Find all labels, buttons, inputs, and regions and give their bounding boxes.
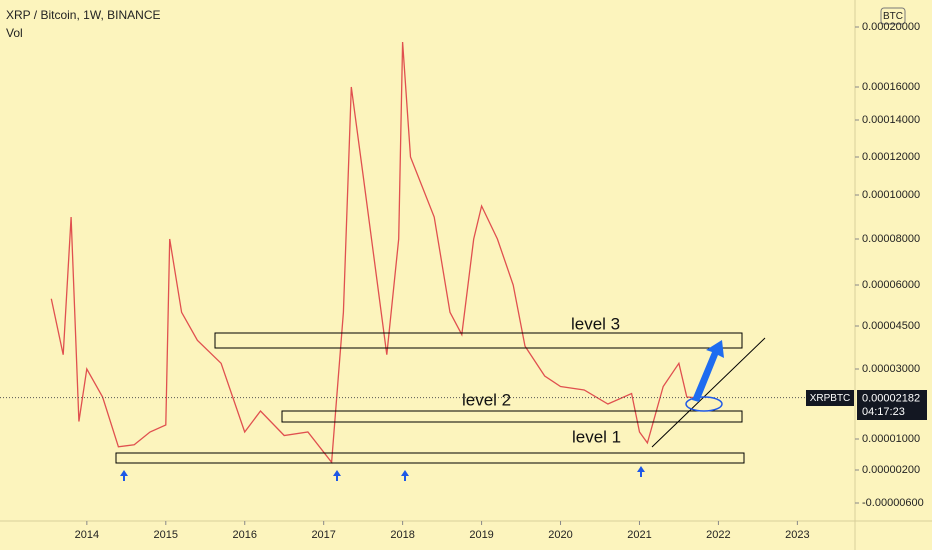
x-tick-label: 2020 <box>548 529 572 541</box>
y-tick-label: 0.00008000 <box>862 233 920 245</box>
price-tag <box>857 390 927 420</box>
subtitle: Vol <box>6 26 23 40</box>
x-tick-label: 2021 <box>627 529 651 541</box>
price-line <box>50 41 695 465</box>
plot <box>0 41 855 465</box>
up-arrow <box>333 470 341 481</box>
chart-title: XRP / Bitcoin, 1W, BINANCE <box>6 8 161 22</box>
x-tick-label: 2022 <box>706 529 730 541</box>
y-tick-label: 0.00006000 <box>862 279 920 291</box>
y-tick-label: 0.00014000 <box>862 114 920 126</box>
projection-arrow <box>692 340 724 402</box>
y-tick-label: 0.00016000 <box>862 81 920 93</box>
x-tick-label: 2019 <box>469 529 493 541</box>
level-box <box>115 452 745 464</box>
level-label: level 3 <box>571 314 620 333</box>
y-tick-label: 0.00020000 <box>862 21 920 33</box>
last-price: 0.00002182 <box>862 392 920 404</box>
y-tick-label: 0.00010000 <box>862 189 920 201</box>
trend-line <box>651 337 766 448</box>
x-tick-label: 2017 <box>311 529 335 541</box>
currency-badge[interactable] <box>880 7 906 25</box>
level-box <box>214 332 743 349</box>
markers <box>120 466 645 481</box>
y-tick-label: 0.00001000 <box>862 433 920 445</box>
x-tick-label: 2014 <box>75 529 99 541</box>
x-tick-label: 2016 <box>232 529 256 541</box>
symbol-tag <box>806 390 854 406</box>
y-tick-label: 0.00004500 <box>862 320 920 332</box>
up-arrow <box>120 470 128 481</box>
up-arrow <box>401 470 409 481</box>
level-label: level 2 <box>462 390 511 409</box>
y-tick-label: 0.00003000 <box>862 363 920 375</box>
level-box <box>281 410 743 423</box>
up-arrow <box>637 466 645 477</box>
level-label: level 1 <box>572 427 621 446</box>
symbol-label: XRPBTC <box>810 393 851 404</box>
x-tick-label: 2015 <box>154 529 178 541</box>
x-tick-label: 2018 <box>390 529 414 541</box>
y-tick-label: 0.00012000 <box>862 151 920 163</box>
y-tick-label: -0.00000600 <box>862 497 924 509</box>
x-tick-label: 2023 <box>785 529 809 541</box>
countdown: 04:17:23 <box>862 406 905 418</box>
highlight-ellipse <box>685 396 723 412</box>
y-tick-label: 0.00000200 <box>862 464 920 476</box>
currency-label: BTC <box>883 11 903 22</box>
